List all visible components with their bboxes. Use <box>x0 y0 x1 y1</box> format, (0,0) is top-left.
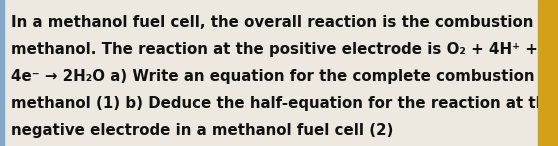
Text: In a methanol fuel cell, the overall reaction is the combustion of: In a methanol fuel cell, the overall rea… <box>11 15 556 30</box>
Text: negative electrode in a methanol fuel cell (2): negative electrode in a methanol fuel ce… <box>11 123 393 138</box>
Bar <box>0 0 4 146</box>
Bar <box>538 0 558 146</box>
Text: 4e⁻ → 2H₂O a) Write an equation for the complete combustion of: 4e⁻ → 2H₂O a) Write an equation for the … <box>11 69 557 84</box>
Text: methanol (1) b) Deduce the half-equation for the reaction at the: methanol (1) b) Deduce the half-equation… <box>11 96 557 111</box>
Text: methanol. The reaction at the positive electrode is O₂ + 4H⁺ +: methanol. The reaction at the positive e… <box>11 42 538 57</box>
